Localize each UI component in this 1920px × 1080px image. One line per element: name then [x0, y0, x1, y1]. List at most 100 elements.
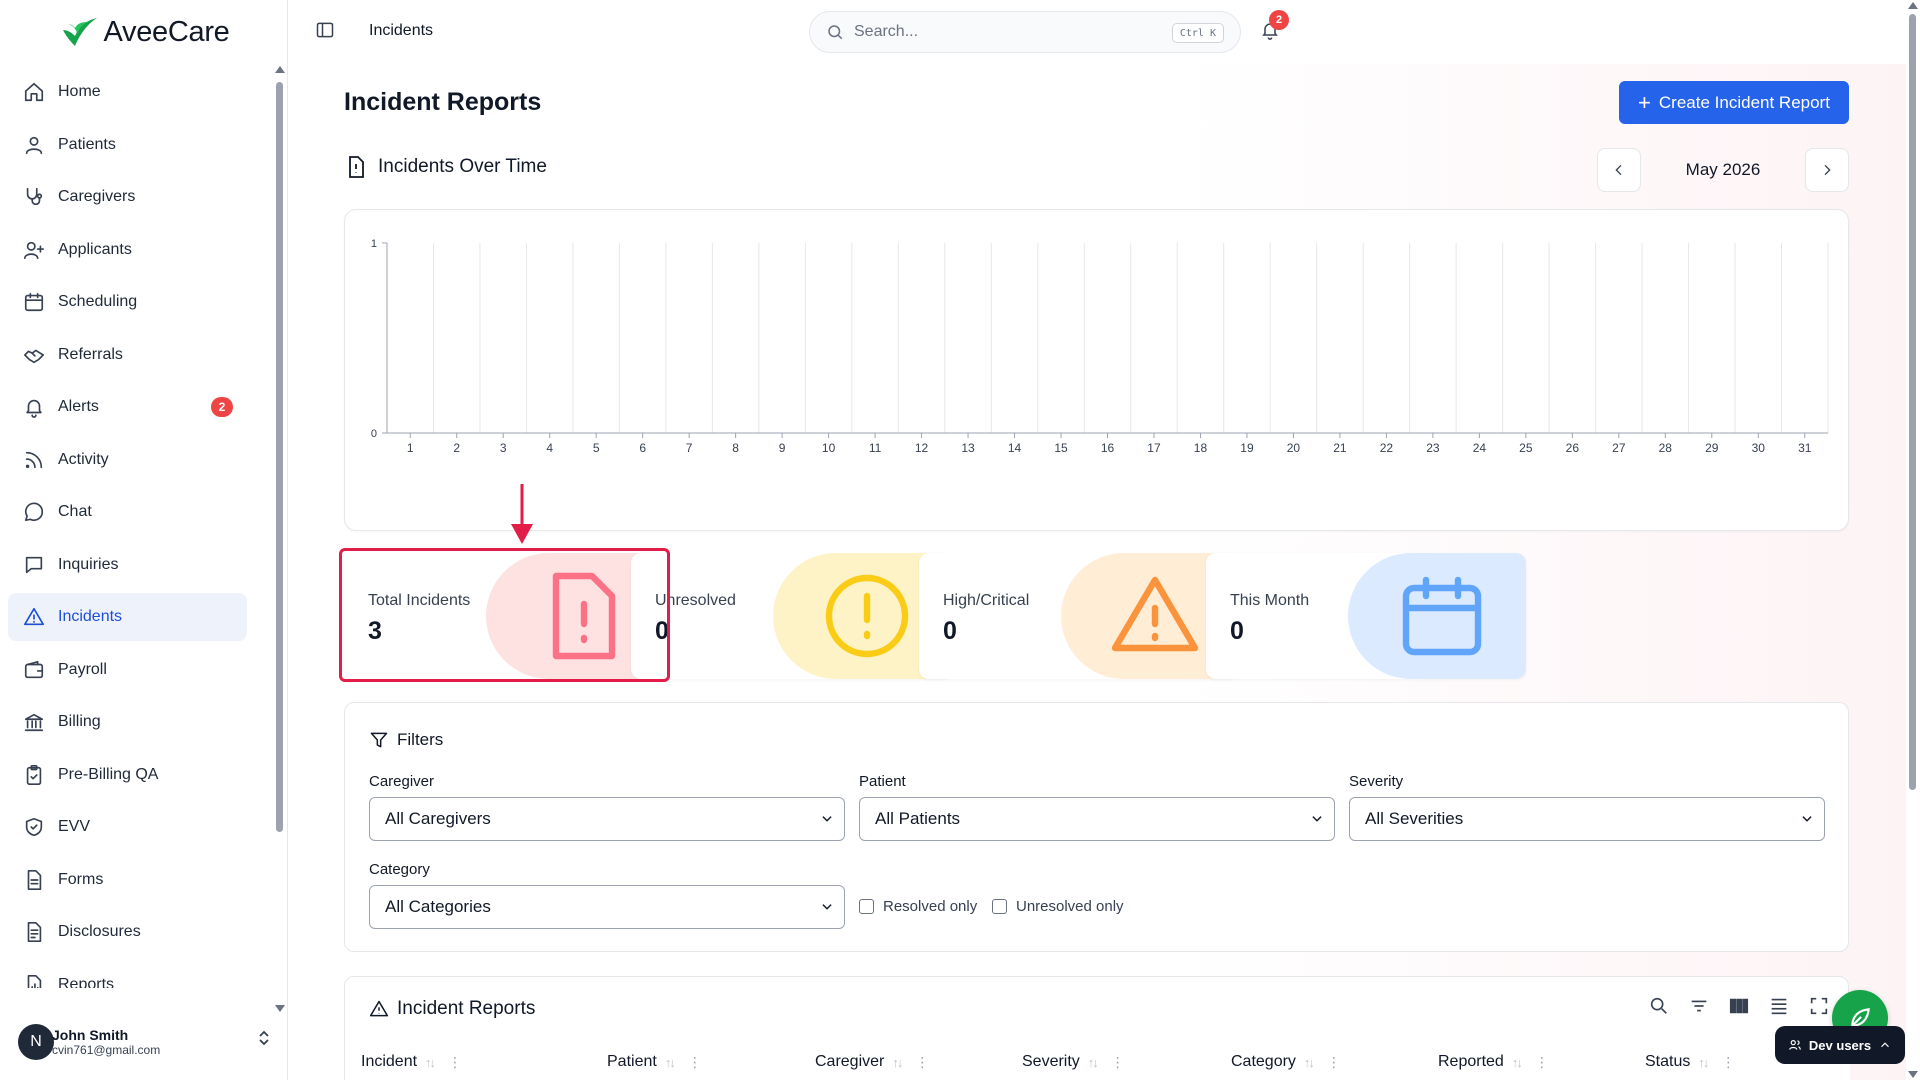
sidebar-item-incidents[interactable]: Incidents	[8, 593, 247, 641]
patient-select[interactable]: All Patients	[859, 797, 1335, 841]
warning-triangle-icon	[22, 605, 46, 629]
category-select[interactable]: All Categories	[369, 885, 845, 929]
sort-icon[interactable]: ↑↓	[892, 1054, 903, 1070]
column-header-category[interactable]: Category ↑↓ ⋮	[1231, 1053, 1341, 1071]
column-menu-icon[interactable]: ⋮	[448, 1053, 463, 1070]
sidebar-item-applicants[interactable]: Applicants	[8, 226, 247, 274]
sidebar-item-label: Inquiries	[58, 555, 119, 573]
sidebar-item-pre-billing-qa[interactable]: Pre-Billing QA	[8, 751, 247, 799]
sidebar-item-evv[interactable]: EVV	[8, 803, 247, 851]
sort-icon[interactable]: ↑↓	[1511, 1054, 1523, 1070]
column-header-patient[interactable]: Patient ↑↓ ⋮	[607, 1053, 702, 1071]
density-icon[interactable]	[1768, 995, 1790, 1017]
sort-icon[interactable]: ↑↓	[1087, 1054, 1099, 1070]
column-header-reported[interactable]: Reported ↑↓ ⋮	[1438, 1053, 1549, 1071]
stat-card-total-incidents[interactable]: Total Incidents 3	[344, 553, 664, 679]
column-header-caregiver[interactable]: Caregiver ↑↓ ⋮	[815, 1053, 929, 1071]
page-scroll-thumb[interactable]	[1909, 14, 1916, 790]
create-incident-report-button[interactable]: + Create Incident Report	[1619, 81, 1849, 124]
sidebar-item-forms[interactable]: Forms	[8, 856, 247, 904]
page-scrollbar[interactable]	[1906, 0, 1920, 1080]
scroll-down-arrow-icon[interactable]	[1908, 1071, 1918, 1078]
next-month-button[interactable]	[1805, 148, 1849, 192]
sidebar-item-patients[interactable]: Patients	[8, 121, 247, 169]
x-tick-label: 2	[453, 441, 460, 455]
x-tick-label: 4	[546, 441, 553, 455]
scroll-up-arrow-icon[interactable]	[275, 66, 285, 73]
column-header-label: Patient	[607, 1053, 657, 1070]
stat-card-high-critical[interactable]: High/Critical 0	[919, 553, 1239, 679]
checkbox-box[interactable]	[859, 899, 874, 914]
table-header: Incident Reports	[369, 998, 535, 1020]
scroll-down-arrow-icon[interactable]	[275, 1005, 285, 1012]
caregiver-select[interactable]: All Caregivers	[369, 797, 845, 841]
sidebar-item-alerts[interactable]: Alerts 2	[8, 383, 247, 431]
severity-select[interactable]: All Severities	[1349, 797, 1825, 841]
sidebar-scroll-thumb[interactable]	[276, 82, 283, 832]
sidebar-item-billing[interactable]: Billing	[8, 698, 247, 746]
sort-icon[interactable]: ↑↓	[1698, 1054, 1709, 1070]
sidebar-item-label: Reports	[58, 975, 115, 989]
scroll-up-arrow-icon[interactable]	[1908, 2, 1918, 9]
resolved-only-checkbox[interactable]: Resolved only	[859, 898, 977, 915]
logo[interactable]: AveeCare	[0, 0, 287, 64]
sidebar-item-reports[interactable]: Reports	[8, 961, 247, 989]
resolved-only-label: Resolved only	[883, 898, 978, 915]
column-menu-icon[interactable]: ⋮	[1110, 1053, 1125, 1070]
sidebar-toggle-icon[interactable]	[315, 20, 337, 42]
sidebar-item-activity[interactable]: Activity	[8, 436, 247, 484]
stat-card-this-month[interactable]: This Month 0	[1206, 553, 1526, 679]
sort-icon[interactable]: ↑↓	[1303, 1054, 1315, 1070]
sort-icon[interactable]: ↑↓	[664, 1054, 676, 1070]
x-tick-label: 24	[1473, 441, 1487, 455]
x-tick-label: 26	[1566, 441, 1580, 455]
sidebar-item-caregivers[interactable]: Caregivers	[8, 173, 247, 221]
wallet-icon	[22, 658, 46, 682]
sidebar-item-label: Home	[58, 83, 101, 100]
sidebar-item-home[interactable]: Home	[8, 68, 247, 116]
sidebar-item-disclosures[interactable]: Disclosures	[8, 908, 247, 956]
search-input[interactable]	[854, 23, 1154, 41]
sidebar-item-scheduling[interactable]: Scheduling	[8, 278, 247, 326]
sidebar-item-payroll[interactable]: Payroll	[8, 646, 247, 694]
category-select-value: All Categories	[385, 897, 491, 916]
sidebar-item-referrals[interactable]: Referrals	[8, 331, 247, 379]
sidebar-item-inquiries[interactable]: Inquiries	[8, 541, 247, 589]
file-alert-icon	[349, 156, 364, 178]
filter-lines-icon[interactable]	[1688, 995, 1710, 1017]
previous-month-button[interactable]	[1597, 148, 1641, 192]
unresolved-only-checkbox[interactable]: Unresolved only	[992, 898, 1124, 915]
column-header-severity[interactable]: Severity ↑↓ ⋮	[1022, 1053, 1125, 1071]
column-header-incident[interactable]: Incident ↑↓ ⋮	[361, 1053, 462, 1071]
fullscreen-icon[interactable]	[1808, 995, 1830, 1017]
file-list-icon	[22, 920, 46, 944]
user-menu[interactable]: N John Smith cvin761@gmail.com	[18, 1018, 274, 1066]
sort-icon[interactable]: ↑↓	[425, 1054, 436, 1070]
dev-users-button[interactable]: Dev users	[1775, 1026, 1905, 1064]
calendar-icon	[22, 290, 46, 314]
sidebar-item-label: Activity	[58, 450, 109, 468]
search-icon[interactable]	[1648, 995, 1670, 1017]
column-menu-icon[interactable]: ⋮	[915, 1053, 930, 1070]
create-button-label: Create Incident Report	[1658, 92, 1830, 112]
column-header-label: Reported	[1438, 1053, 1504, 1070]
caregiver-label: Caregiver	[369, 773, 435, 790]
columns-icon[interactable]	[1728, 995, 1750, 1017]
column-menu-icon[interactable]: ⋮	[1721, 1053, 1736, 1070]
page-title: Incident Reports	[344, 88, 542, 116]
stat-icon-backdrop	[1348, 553, 1526, 679]
chevrons-up-down-icon[interactable]	[258, 1030, 270, 1049]
sidebar-item-chat[interactable]: Chat	[8, 488, 247, 536]
column-header-status[interactable]: Status ↑↓ ⋮	[1645, 1053, 1735, 1071]
sidebar-scrollbar[interactable]	[274, 66, 285, 1012]
column-menu-icon[interactable]: ⋮	[1534, 1053, 1549, 1070]
sidebar-item-label: Payroll	[58, 660, 107, 678]
leaf-logo-icon	[63, 18, 98, 46]
x-tick-label: 28	[1659, 441, 1673, 455]
search-bar[interactable]: Ctrl K	[809, 11, 1241, 53]
sidebar-item-label: Alerts	[58, 398, 99, 415]
stat-card-unresolved[interactable]: Unresolved 0	[631, 553, 951, 679]
column-menu-icon[interactable]: ⋮	[1326, 1053, 1341, 1070]
checkbox-box[interactable]	[992, 899, 1007, 914]
column-menu-icon[interactable]: ⋮	[687, 1053, 702, 1070]
